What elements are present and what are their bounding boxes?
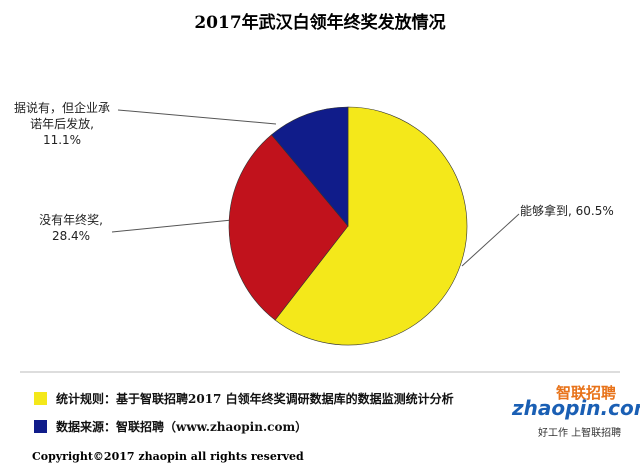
copyright: Copyright©2017 zhaopin all rights reserv…: [32, 450, 304, 463]
leader-line: [111, 219, 233, 233]
value-label: 28.4%: [51, 229, 91, 243]
logo-slogan: 好工作 上智联招聘: [538, 428, 622, 439]
leader-line: [461, 213, 520, 267]
slice-label: 没有年终奖, 28.4%: [30, 212, 112, 244]
note-marker: [34, 392, 47, 405]
value-label: 60.5%: [575, 204, 614, 218]
leader-line: [117, 109, 277, 125]
logo-url: zhaopin.com: [512, 396, 640, 420]
slice-label: 能够拿到, 60.5%: [520, 203, 614, 219]
note-marker: [34, 420, 47, 433]
category-label: 没有年终奖,: [39, 213, 103, 227]
pie-slice: [271, 106, 349, 227]
value-label: 11.1%: [42, 133, 82, 147]
pie-slice: [228, 134, 349, 321]
category-label: 能够拿到,: [520, 204, 572, 218]
category-label: 据说有，但企业承诺年后发放,: [13, 101, 110, 131]
chart-title: 2017年武汉白领年终奖发放情况: [194, 13, 446, 33]
note: 统计规则：基于智联招聘2017 白领年终奖调研数据库的数据监测统计分析: [56, 392, 454, 406]
slice-label: 据说有，但企业承诺年后发放, 11.1%: [12, 100, 112, 148]
pie-slice: [274, 106, 468, 346]
logo-name: 智联招聘: [556, 384, 617, 402]
note: 数据来源：智联招聘（www.zhaopin.com）: [56, 420, 308, 434]
